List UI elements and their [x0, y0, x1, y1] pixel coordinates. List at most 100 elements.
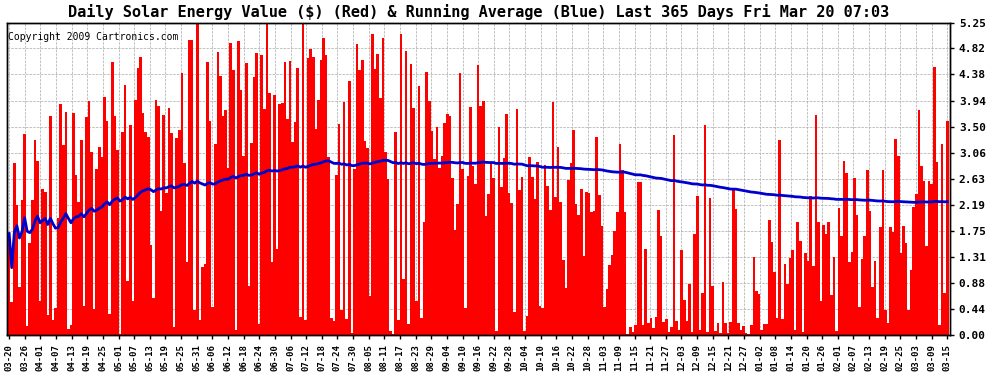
Bar	[582, 256, 585, 335]
Bar	[817, 222, 820, 335]
Bar	[160, 211, 162, 335]
Bar	[866, 170, 868, 335]
Bar	[415, 301, 418, 335]
Bar	[923, 181, 926, 335]
Bar	[539, 306, 542, 335]
Bar	[24, 135, 26, 335]
Bar	[265, 23, 268, 335]
Bar	[575, 204, 577, 335]
Bar	[802, 333, 804, 335]
Bar	[776, 318, 778, 335]
Bar	[204, 264, 206, 335]
Bar	[50, 116, 51, 335]
Bar	[680, 250, 683, 335]
Bar	[794, 330, 797, 335]
Bar	[333, 321, 336, 335]
Bar	[485, 216, 487, 335]
Bar	[492, 178, 495, 335]
Bar	[458, 74, 461, 335]
Bar	[82, 306, 85, 335]
Bar	[56, 217, 59, 335]
Bar	[701, 293, 704, 335]
Bar	[212, 308, 214, 335]
Bar	[472, 166, 474, 335]
Bar	[770, 242, 773, 335]
Bar	[180, 73, 183, 335]
Bar	[16, 205, 18, 335]
Bar	[90, 152, 93, 335]
Bar	[627, 334, 629, 335]
Bar	[588, 193, 590, 335]
Bar	[206, 62, 209, 335]
Text: Copyright 2009 Cartronics.com: Copyright 2009 Cartronics.com	[9, 32, 179, 42]
Bar	[945, 122, 948, 335]
Bar	[270, 262, 273, 335]
Bar	[346, 320, 348, 335]
Bar	[637, 182, 640, 335]
Bar	[926, 246, 928, 335]
Bar	[124, 85, 127, 335]
Bar	[42, 189, 44, 335]
Bar	[469, 107, 472, 335]
Bar	[374, 69, 376, 335]
Bar	[853, 178, 855, 335]
Bar	[273, 95, 276, 335]
Bar	[647, 323, 649, 335]
Bar	[281, 103, 283, 335]
Bar	[294, 123, 296, 335]
Bar	[108, 314, 111, 335]
Bar	[400, 33, 402, 335]
Bar	[518, 189, 521, 335]
Bar	[665, 319, 667, 335]
Bar	[225, 110, 227, 335]
Bar	[580, 189, 582, 335]
Bar	[678, 330, 680, 335]
Bar	[593, 211, 595, 335]
Bar	[474, 183, 477, 335]
Bar	[931, 184, 933, 335]
Bar	[551, 102, 554, 335]
Bar	[660, 236, 662, 335]
Bar	[175, 138, 178, 335]
Bar	[482, 101, 485, 335]
Bar	[590, 213, 593, 335]
Bar	[755, 291, 757, 335]
Bar	[673, 135, 675, 335]
Bar	[933, 67, 936, 335]
Bar	[892, 232, 894, 335]
Bar	[884, 310, 887, 335]
Bar	[629, 327, 632, 335]
Bar	[389, 332, 392, 335]
Bar	[222, 116, 225, 335]
Bar	[544, 165, 546, 335]
Bar	[394, 132, 397, 335]
Bar	[730, 322, 732, 335]
Bar	[67, 329, 69, 335]
Bar	[920, 166, 923, 335]
Bar	[39, 302, 42, 335]
Bar	[379, 98, 381, 335]
Bar	[879, 227, 881, 335]
Bar	[116, 150, 119, 335]
Bar	[232, 70, 235, 335]
Bar	[129, 125, 132, 335]
Bar	[778, 140, 781, 335]
Bar	[341, 310, 343, 335]
Bar	[874, 261, 876, 335]
Bar	[235, 330, 238, 335]
Bar	[825, 234, 828, 335]
Bar	[448, 116, 451, 335]
Bar	[355, 44, 358, 335]
Bar	[727, 333, 730, 335]
Bar	[861, 259, 863, 335]
Bar	[900, 253, 902, 335]
Bar	[616, 211, 619, 335]
Bar	[358, 70, 361, 335]
Bar	[881, 170, 884, 335]
Bar	[773, 272, 776, 335]
Bar	[80, 140, 82, 335]
Bar	[820, 301, 823, 335]
Bar	[350, 333, 353, 335]
Bar	[157, 106, 160, 335]
Bar	[529, 157, 531, 335]
